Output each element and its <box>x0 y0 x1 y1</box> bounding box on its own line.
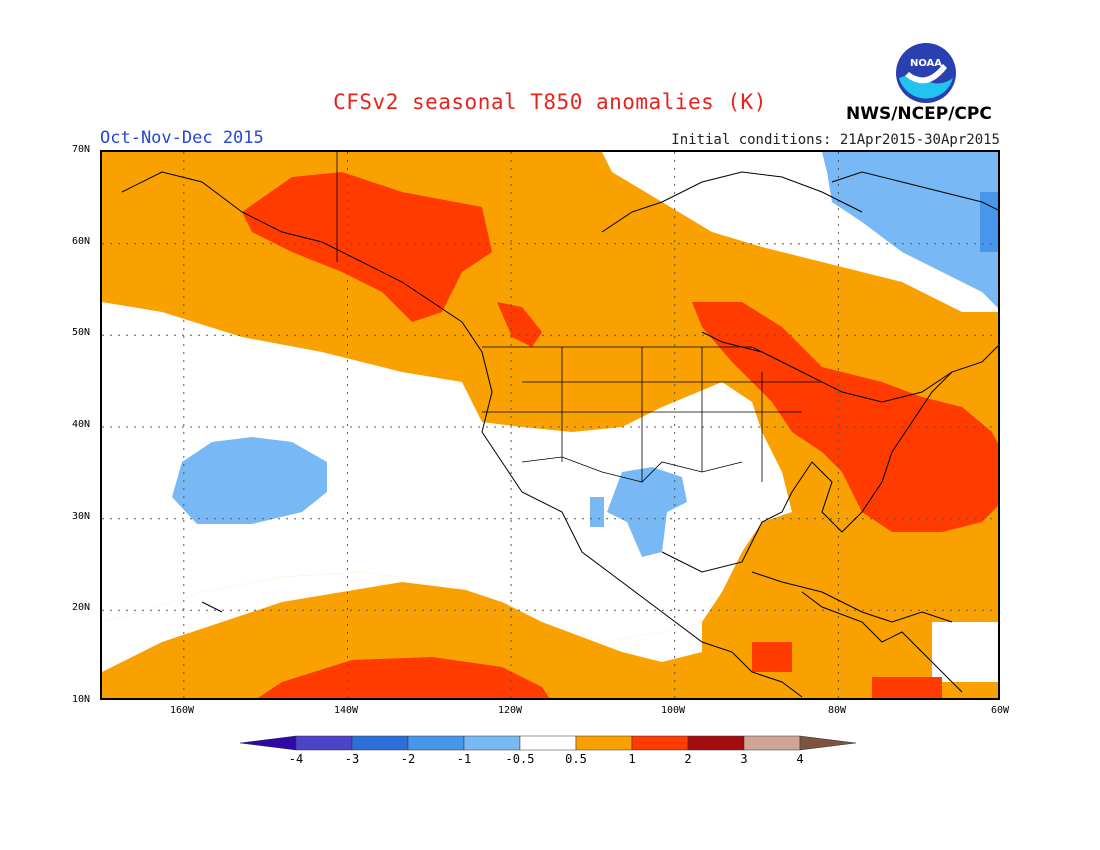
map-canvas <box>102 152 998 698</box>
lon-label-100w: 100W <box>660 705 686 716</box>
warm-anomaly-central-america <box>752 642 792 672</box>
colorbar-cell <box>631 735 689 751</box>
cool-anomaly-greenland <box>822 152 998 308</box>
chart-title: CFSv2 seasonal T850 anomalies (K) <box>333 90 767 114</box>
logo-text: NOAA <box>910 58 942 69</box>
lat-label-60n: 60N <box>72 236 91 247</box>
colorbar-cell <box>295 735 353 751</box>
noaa-logo: NOAA <box>896 43 956 103</box>
lon-label-60w: 60W <box>990 705 1010 716</box>
lon-label-160w: 160W <box>169 705 195 716</box>
lon-label-80w: 80W <box>827 705 847 716</box>
cool-anomaly-baja <box>590 497 604 527</box>
colorbar-cell <box>519 735 577 751</box>
colorbar-cell-max <box>799 735 857 751</box>
graticule <box>102 152 998 698</box>
warm-anomaly-bc <box>497 302 542 347</box>
colorbar <box>240 735 857 751</box>
colorbar-label: -0.5 <box>505 752 535 766</box>
colorbar-label: -2 <box>400 752 416 766</box>
lon-label-120w: 120W <box>497 705 523 716</box>
warm-anomaly-northeast <box>692 302 998 532</box>
lon-label-140w: 140W <box>333 705 359 716</box>
warm-anomaly-equatorial <box>258 657 550 698</box>
organization-label: NWS/NCEP/CPC <box>846 104 992 124</box>
lat-label-20n: 20N <box>72 602 91 613</box>
anomaly-map <box>100 150 1000 700</box>
colorbar-label: -3 <box>344 752 360 766</box>
colorbar-cell-min <box>240 735 297 751</box>
cool-anomaly-pacific <box>172 437 327 524</box>
lat-label-30n: 30N <box>72 511 91 522</box>
lat-label-50n: 50N <box>72 327 91 338</box>
colorbar-cell <box>407 735 465 751</box>
warm-anomaly-alaska <box>242 172 492 322</box>
colorbar-cell <box>575 735 633 751</box>
colorbar-label: 3 <box>740 752 748 766</box>
colorbar-label: 4 <box>796 752 804 766</box>
colorbar-cell <box>687 735 745 751</box>
colorbar-cell <box>351 735 409 751</box>
lat-label-40n: 40N <box>72 419 91 430</box>
neutral-region-pacific <box>102 302 792 642</box>
colorbar-cell <box>743 735 801 751</box>
warm-anomaly-south-america <box>872 677 942 698</box>
colorbar-label: 1 <box>628 752 636 766</box>
initial-conditions: Initial conditions: 21Apr2015-30Apr2015 <box>671 132 1000 148</box>
colorbar-label: 0.5 <box>565 752 587 766</box>
colorbar-label: 2 <box>684 752 692 766</box>
colorbar-label: -4 <box>288 752 304 766</box>
lat-label-10n: 10N <box>72 694 91 705</box>
lat-label-70n: 70N <box>72 144 91 155</box>
neutral-region-caribbean <box>932 622 998 682</box>
colorbar-label: -1 <box>456 752 472 766</box>
political-borders <box>336 152 822 483</box>
forecast-period: Oct-Nov-Dec 2015 <box>100 128 264 148</box>
cool-anomaly-mexico <box>607 467 687 557</box>
colorbar-cell <box>463 735 521 751</box>
cool-anomaly-greenland-strong <box>980 192 998 252</box>
neutral-region-south <box>102 572 702 672</box>
